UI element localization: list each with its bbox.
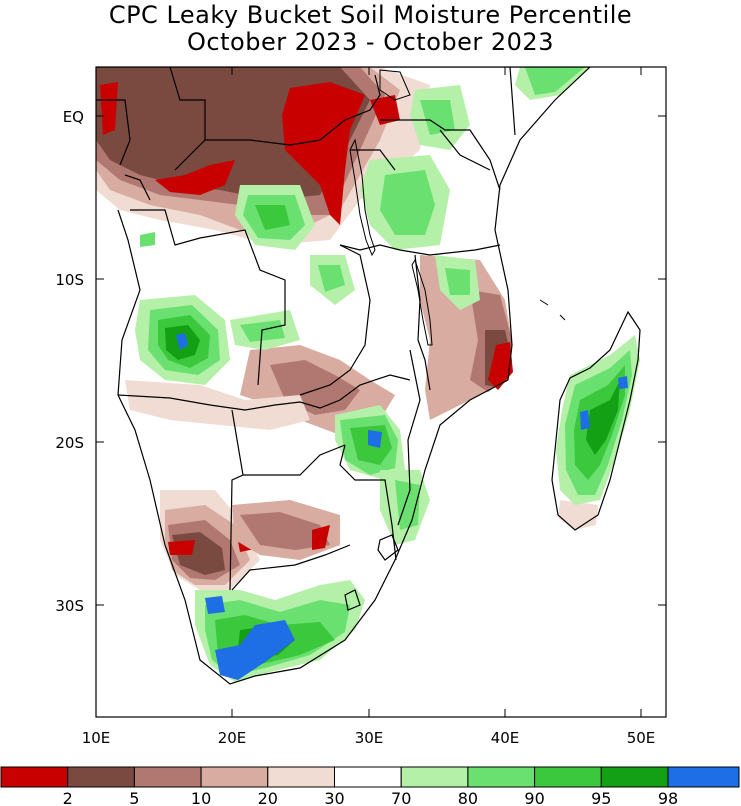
legend-label: 90 (524, 789, 544, 806)
x-tick-label: 40E (491, 729, 520, 747)
legend-label: 20 (258, 789, 278, 806)
y-tick-label: 10S (55, 271, 84, 289)
legend-swatch (534, 766, 602, 788)
color-legend: 2 5 10 20 30 70 80 90 95 98 (0, 766, 740, 806)
y-tick-label: 20S (55, 434, 84, 452)
legend-label: 80 (458, 789, 478, 806)
x-tick-label: 50E (627, 729, 656, 747)
legend-swatch (334, 766, 402, 788)
x-tick-label: 20E (218, 729, 247, 747)
map-plot-area (96, 67, 641, 685)
legend-swatch (0, 766, 69, 788)
legend-label: 70 (391, 789, 411, 806)
y-tick-label: 30S (55, 597, 84, 615)
map-title-line1: CPC Leaky Bucket Soil Moisture Percentil… (108, 1, 633, 29)
y-tick-label: EQ (63, 108, 84, 126)
lake-outlines (349, 69, 566, 346)
legend-swatch (133, 766, 202, 788)
legend-label: 30 (324, 789, 344, 806)
x-tick-label: 30E (355, 729, 384, 747)
legend-label: 5 (129, 789, 139, 806)
legend-swatch (467, 766, 536, 788)
legend-swatch (67, 766, 135, 788)
legend-swatch (400, 766, 469, 788)
legend-swatch (600, 766, 669, 788)
x-tick-label: 10E (82, 729, 111, 747)
legend-label: 2 (63, 789, 73, 806)
legend-swatch (200, 766, 269, 788)
map-frame (95, 66, 667, 718)
axis-ticks (95, 67, 666, 717)
madagascar-outline (551, 310, 641, 531)
map-title-line2: October 2023 - October 2023 (187, 28, 554, 56)
legend-label: 95 (591, 789, 611, 806)
legend-swatch (667, 766, 740, 788)
legend-label: 10 (191, 789, 211, 806)
legend-swatch (267, 766, 335, 788)
country-borders (96, 67, 591, 685)
legend-label: 98 (658, 789, 678, 806)
wet-anomaly-layer (135, 67, 640, 682)
